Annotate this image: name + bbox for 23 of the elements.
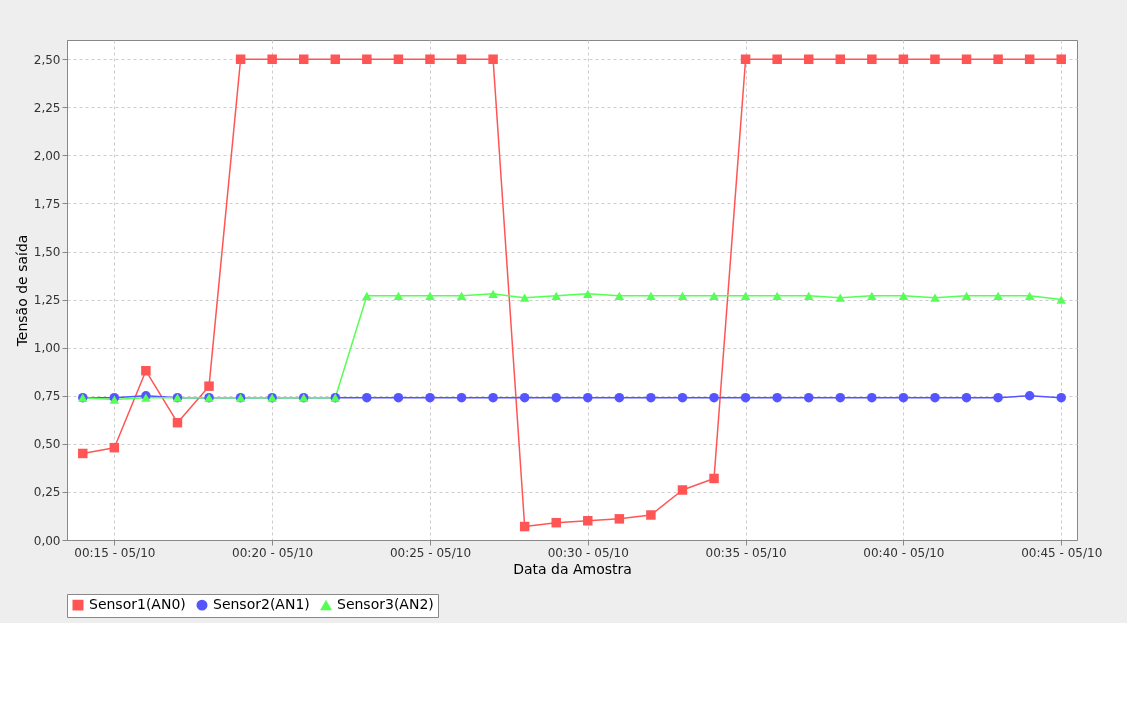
y-tick-label: 2,00: [33, 148, 61, 163]
x-tick-label: 00:15 - 05/10: [74, 545, 156, 560]
y-tick-label: 0,75: [33, 389, 61, 404]
y-tick-label: 1,25: [33, 293, 61, 308]
y-tick-label: 1,50: [33, 245, 61, 260]
y-axis-title: Tensão de saída: [13, 234, 30, 348]
x-tick-label: 00:35 - 05/10: [705, 545, 787, 560]
y-tick-label: 2,25: [33, 100, 61, 115]
x-tick-label: 00:20 - 05/10: [232, 545, 314, 560]
y-tick-label: 1,00: [33, 341, 61, 356]
legend-label: Sensor3(AN2): [337, 596, 434, 613]
x-tick-label: 00:30 - 05/10: [547, 545, 629, 560]
y-tick-label: 0,50: [33, 437, 61, 452]
y-tick-label: 1,75: [33, 196, 61, 211]
legend-label: Sensor2(AN1): [213, 596, 310, 613]
y-tick-label: 0,25: [33, 485, 61, 500]
x-tick-label: 00:45 - 05/10: [1021, 545, 1103, 560]
y-tick-label: 0,00: [33, 533, 61, 548]
y-tick-label: 2,50: [33, 52, 61, 67]
x-tick-label: 00:40 - 05/10: [863, 545, 945, 560]
x-axis-title: Data da Amostra: [513, 560, 632, 577]
x-tick-label: 00:25 - 05/10: [389, 545, 472, 560]
legend-label: Sensor1(AN0): [89, 596, 186, 613]
